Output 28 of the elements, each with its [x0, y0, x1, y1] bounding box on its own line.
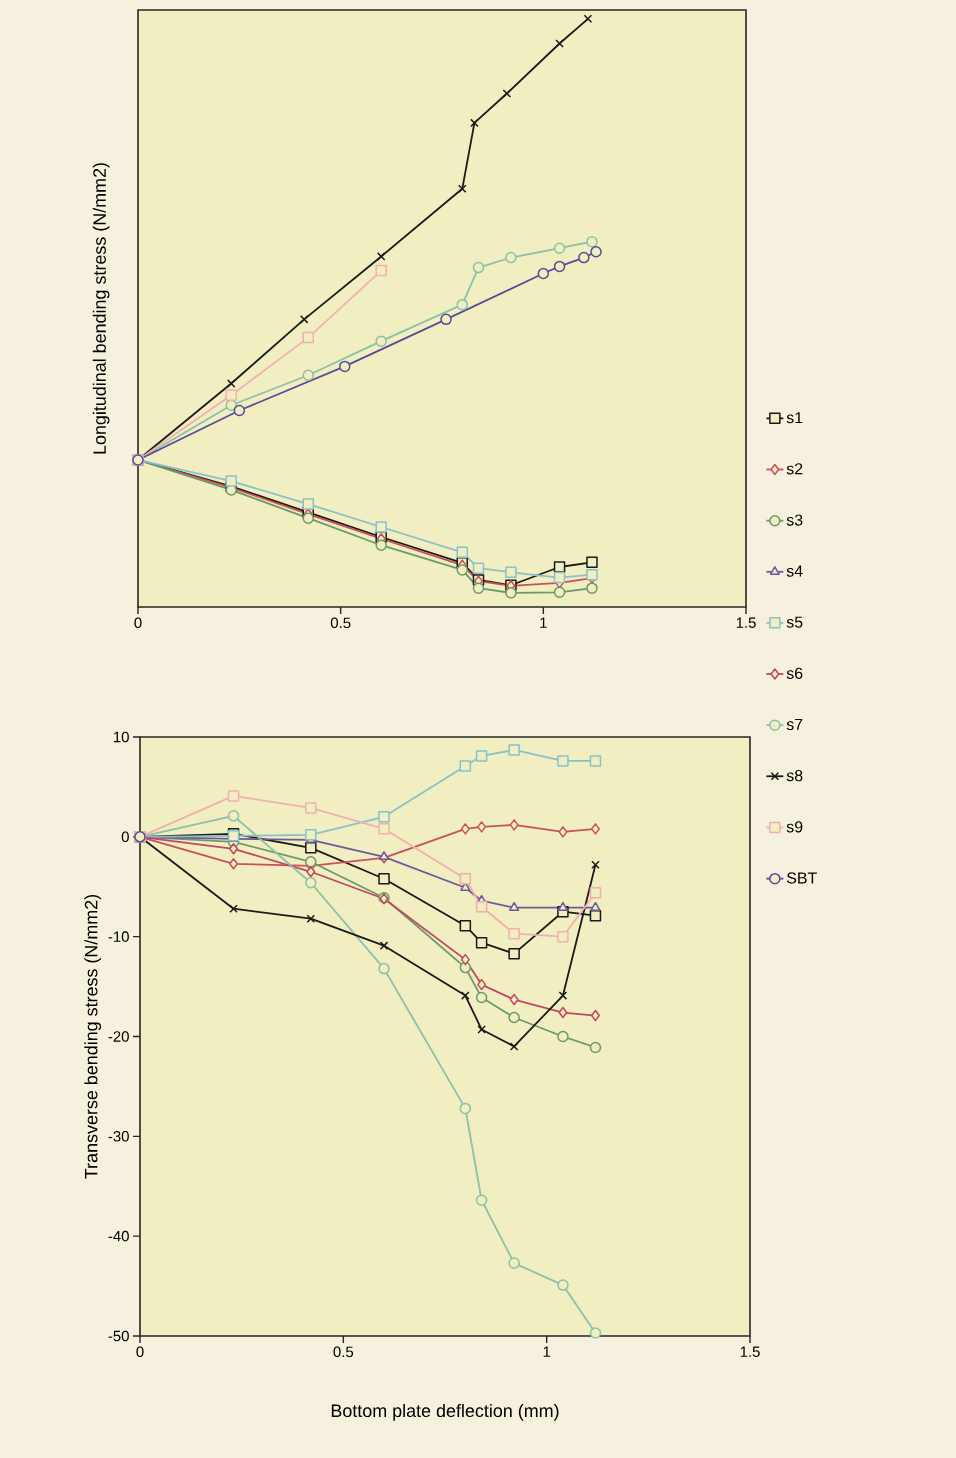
legend-label: s1	[786, 412, 803, 424]
legend-label: s5	[786, 616, 803, 628]
legend-label: SBT	[786, 872, 817, 884]
x-axis-title: Bottom plate deflection (mm)	[331, 1403, 559, 1421]
x-tick-label: 0.5	[333, 1346, 354, 1358]
x-tick-label: 1	[543, 1346, 551, 1357]
legend-label: s7	[786, 718, 803, 731]
y-tick-label: -30	[108, 1131, 129, 1142]
legend-label: s2	[786, 463, 803, 475]
y-tick-label: -40	[108, 1230, 129, 1242]
x-tick-label: 0	[134, 617, 142, 629]
y-tick-label: -10	[108, 931, 129, 942]
x-tick-label: 0	[136, 1346, 144, 1358]
legend-label: s8	[786, 769, 803, 782]
x-tick-label: 1	[540, 617, 547, 628]
legend-label: s9	[786, 821, 803, 833]
y-tick-label: -50	[108, 1330, 129, 1342]
y-axis-title: Longitudinal bending stress (N/mm2)	[92, 163, 110, 454]
legend-label: s6	[786, 667, 803, 679]
y-tick-label: 10	[114, 731, 129, 743]
legend-label: s4	[786, 565, 803, 577]
legend-label: s3	[786, 514, 803, 526]
y-tick-label: 0	[121, 831, 129, 843]
y-tick-label: -20	[108, 1031, 129, 1042]
x-tick-label: 1.5	[736, 617, 756, 628]
y-axis-title: Transverse bending stress (N/mm2)	[84, 894, 102, 1179]
x-tick-label: 0.5	[330, 617, 351, 629]
x-tick-label: 1.5	[740, 1346, 760, 1357]
